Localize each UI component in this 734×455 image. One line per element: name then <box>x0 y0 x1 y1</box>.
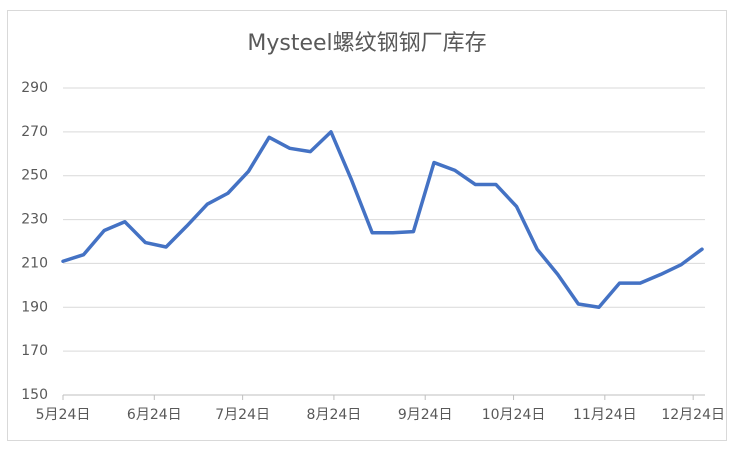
data-line <box>61 130 704 310</box>
y-tick-label: 150 <box>21 387 48 403</box>
y-tick-label: 270 <box>21 124 48 140</box>
y-tick-label: 290 <box>21 80 48 96</box>
y-tick-label: 250 <box>21 168 48 184</box>
y-tick-label: 210 <box>21 255 48 271</box>
x-tick-label: 9月24日 <box>398 407 453 423</box>
x-tick-label: 7月24日 <box>215 407 270 423</box>
y-tick-label: 190 <box>21 299 48 315</box>
x-tick-label: 6月24日 <box>127 407 182 423</box>
x-tick-label: 10月24日 <box>482 407 546 423</box>
y-tick-label: 230 <box>21 212 48 228</box>
chart-title: Mysteel螺纹钢钢厂库存 <box>247 31 486 56</box>
y-tick-label: 170 <box>21 343 48 359</box>
x-tick-label: 5月24日 <box>36 407 91 423</box>
x-tick-label: 8月24日 <box>307 407 362 423</box>
x-tick-label: 12月24日 <box>661 407 725 423</box>
x-tick-label: 11月24日 <box>573 407 637 423</box>
